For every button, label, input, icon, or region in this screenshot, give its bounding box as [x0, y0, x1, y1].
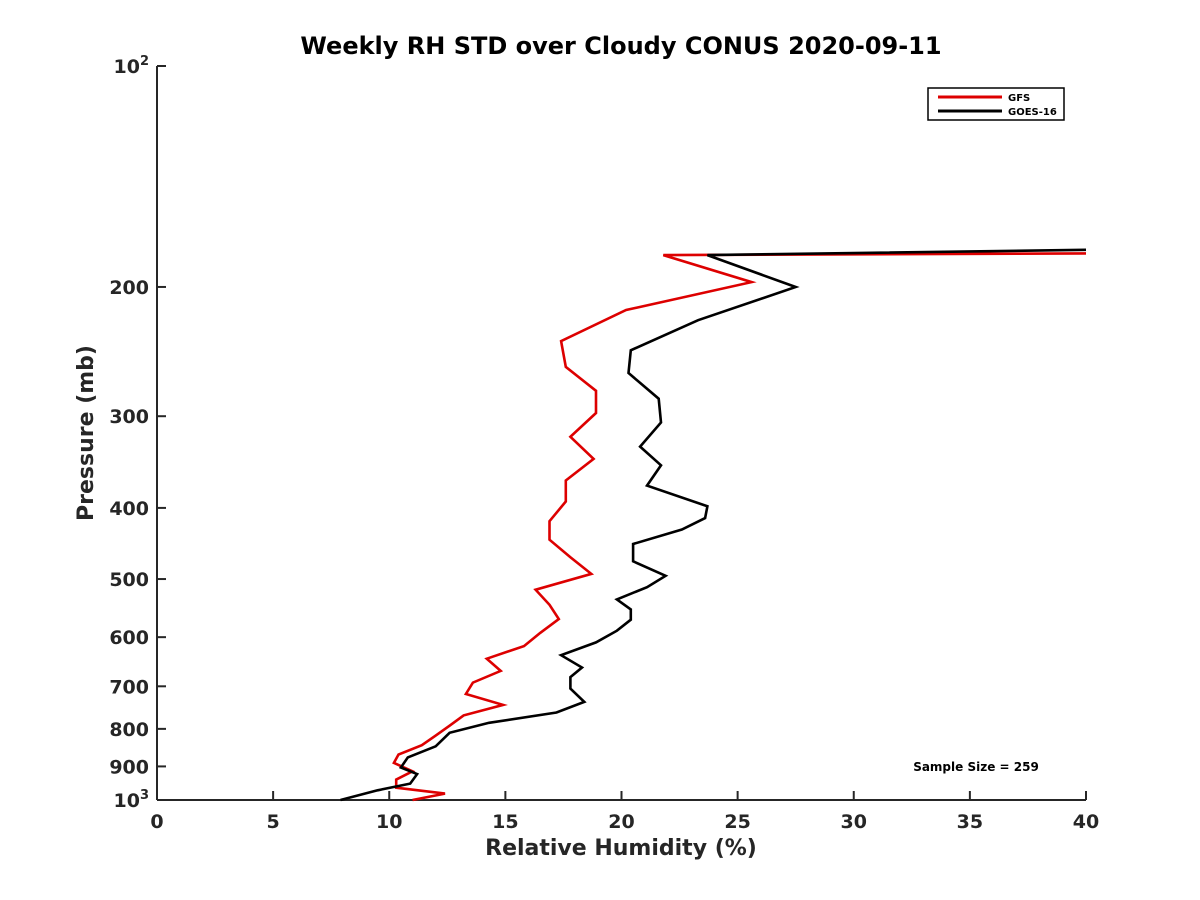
y-tick-label: 900 [109, 756, 149, 778]
x-tick-label: 25 [724, 811, 750, 833]
y-tick-label: 500 [109, 569, 149, 591]
legend-label-gfs: GFS [1008, 93, 1030, 104]
y-tick-exponent: 2 [140, 54, 149, 69]
series-line-goes16 [340, 248, 1087, 802]
x-tick-label: 15 [492, 811, 518, 833]
y-tick-base: 10 [114, 790, 140, 812]
series-layer [340, 248, 1087, 802]
x-tick-label: 0 [150, 811, 163, 833]
legend-box [927, 87, 1065, 121]
y-tick-label: 700 [109, 676, 149, 698]
x-tick-label: 20 [608, 811, 634, 833]
x-axis-label: Relative Humidity (%) [485, 836, 757, 861]
y-tick-label: 300 [109, 406, 149, 428]
sample-size-annotation: Sample Size = 259 [913, 760, 1039, 774]
y-tick-label: 200 [109, 277, 149, 299]
y-tick-label: 800 [109, 719, 149, 741]
x-axis: 0 5 10 15 20 25 30 35 40 [150, 791, 1099, 833]
y-tick-base: 10 [114, 56, 140, 78]
x-tick-label: 10 [376, 811, 402, 833]
y-tick-label: 600 [109, 627, 149, 649]
x-tick-label: 5 [267, 811, 280, 833]
y-tick-label: 103 [114, 788, 150, 812]
legend: GFS GOES-16 [927, 87, 1065, 121]
x-tick-label: 35 [957, 811, 983, 833]
y-tick-exponent: 3 [140, 788, 149, 803]
chart-title: Weekly RH STD over Cloudy CONUS 2020-09-… [300, 32, 941, 60]
series-line-gfs [392, 252, 1087, 802]
x-tick-label: 30 [841, 811, 867, 833]
y-axis-label: Pressure (mb) [74, 345, 99, 521]
x-tick-label: 40 [1073, 811, 1099, 833]
legend-label-goes16: GOES-16 [1008, 107, 1057, 118]
y-tick-label: 400 [109, 498, 149, 520]
y-tick-label: 102 [114, 54, 150, 78]
